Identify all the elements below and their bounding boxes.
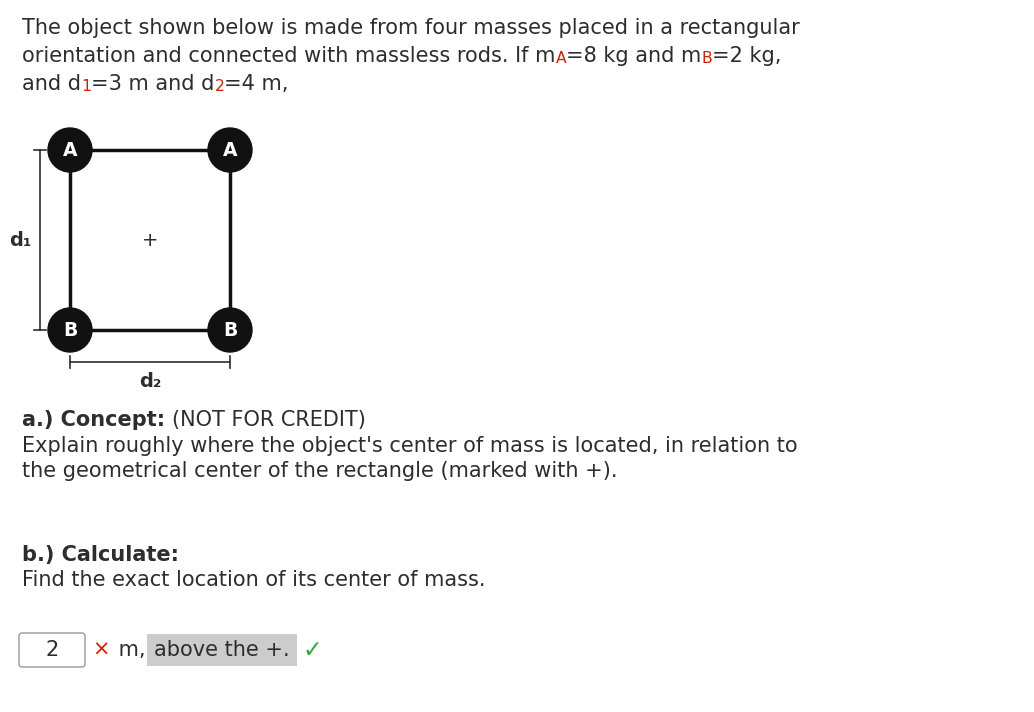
Text: b.) Calculate:: b.) Calculate: [22, 545, 179, 565]
Text: ×: × [92, 640, 110, 660]
Circle shape [208, 308, 252, 352]
Circle shape [48, 308, 92, 352]
Text: d₁: d₁ [9, 231, 32, 249]
Circle shape [208, 128, 252, 172]
Text: +: + [142, 231, 158, 249]
Text: B: B [63, 320, 78, 340]
Text: =4 m,: =4 m, [224, 74, 288, 94]
Text: A: A [555, 51, 567, 66]
Text: Find the exact location of its center of mass.: Find the exact location of its center of… [22, 570, 486, 590]
Text: m,: m, [112, 640, 145, 660]
Circle shape [48, 128, 92, 172]
Text: and d: and d [22, 74, 81, 94]
Text: =2 kg,: =2 kg, [712, 46, 782, 66]
Text: 2: 2 [45, 640, 59, 660]
Text: 1: 1 [81, 79, 91, 94]
Text: d₂: d₂ [139, 372, 161, 391]
FancyBboxPatch shape [147, 634, 297, 666]
Text: a.) Concept:: a.) Concept: [22, 410, 173, 430]
Text: B: B [222, 320, 237, 340]
Text: Explain roughly where the object's center of mass is located, in relation to: Explain roughly where the object's cente… [22, 436, 797, 456]
Text: orientation and connected with massless rods. If m: orientation and connected with massless … [22, 46, 555, 66]
Text: above the +.: above the +. [154, 640, 290, 660]
Text: =8 kg and m: =8 kg and m [567, 46, 701, 66]
Text: A: A [222, 140, 237, 159]
Text: A: A [63, 140, 78, 159]
Text: the geometrical center of the rectangle (marked with +).: the geometrical center of the rectangle … [22, 461, 617, 481]
Text: (NOT FOR CREDIT): (NOT FOR CREDIT) [173, 410, 366, 430]
Text: B: B [701, 51, 712, 66]
Text: =3 m and d: =3 m and d [91, 74, 214, 94]
FancyBboxPatch shape [19, 633, 85, 667]
Text: 2: 2 [214, 79, 224, 94]
Text: ✓: ✓ [303, 638, 323, 662]
Text: The object shown below is made from four masses placed in a rectangular: The object shown below is made from four… [22, 18, 799, 38]
